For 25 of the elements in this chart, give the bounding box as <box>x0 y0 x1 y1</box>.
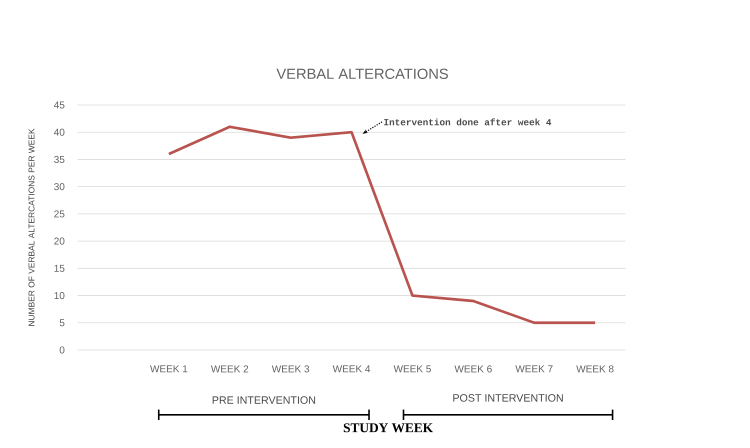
y-axis-title: NUMBER OF VERBAL ALTERCATIONS PER WEEK <box>28 128 34 326</box>
x-tick-label: WEEK 1 <box>150 365 188 372</box>
line-series <box>168 125 596 324</box>
y-tick-label: 40 <box>54 128 64 136</box>
y-tick-label: 20 <box>54 238 64 245</box>
annotation: Intervention done after week 4 <box>384 118 552 126</box>
text: PRE INTERVENTION <box>212 396 316 404</box>
y-tick-label: 35 <box>54 156 64 163</box>
chart-title: VERBAL ALTERCATIONS <box>276 68 448 79</box>
y-tick-label: 15 <box>54 264 64 272</box>
x-tick-label: WEEK 4 <box>332 365 370 372</box>
y-tick-label: 10 <box>54 292 64 300</box>
x-tick-label: WEEK 6 <box>454 365 492 372</box>
y-tick-label: 5 <box>60 319 64 326</box>
x-tick-label: WEEK 5 <box>394 365 431 372</box>
x-tick-label: WEEK 8 <box>576 365 614 372</box>
y-tick-label: 25 <box>54 210 64 218</box>
y-tick-label: 0 <box>60 346 64 354</box>
y-tick-label: 45 <box>54 102 64 108</box>
x-tick-label: WEEK 7 <box>515 365 553 372</box>
text: POST INTERVENTION <box>453 394 563 402</box>
y-tick-label: 30 <box>54 183 64 190</box>
x-tick-label: WEEK 2 <box>210 365 248 372</box>
x-tick-label: WEEK 3 <box>272 365 310 372</box>
x-axis-title: STUDY WEEK <box>344 423 433 432</box>
